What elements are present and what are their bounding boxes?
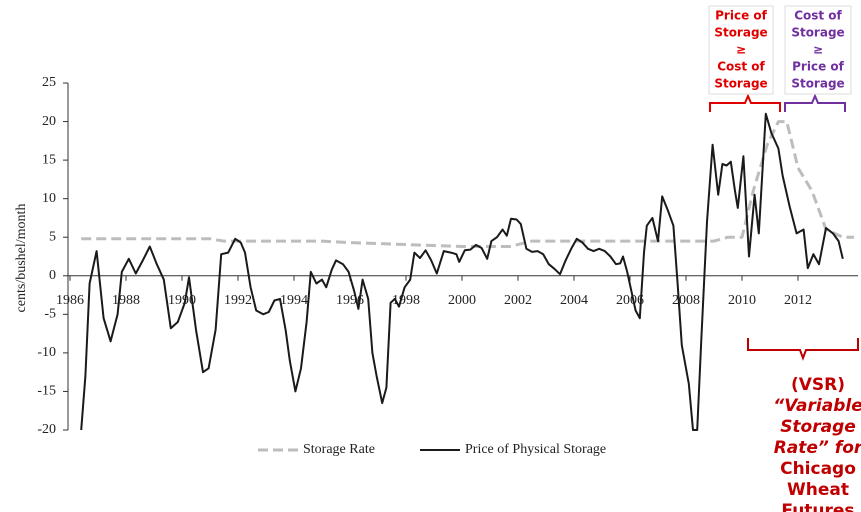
x-tick-label: 2006 [616,293,644,308]
y-axis-label: cents/bushel/month [14,204,29,313]
x-tick-label: 2010 [728,293,756,308]
x-tick-label: 2000 [448,293,476,308]
bracket [784,93,846,112]
bracket [709,93,781,112]
annotation: ≥ [813,43,823,57]
x-tick-label: 1986 [56,293,84,308]
y-tick-label: -15 [37,384,56,399]
y-tick-label: -20 [37,422,56,437]
annotation: Storage [780,417,856,437]
annotation: Storage [791,77,844,91]
annotation: “Variable [773,396,861,416]
bracket [747,338,859,361]
annotation: Storage [714,26,767,40]
x-tick-label: 1990 [168,293,196,308]
legend-label: Price of Physical Storage [465,442,606,457]
legend-label: Storage Rate [303,442,375,457]
x-tick-label: 1988 [112,293,140,308]
y-tick-label: 20 [42,114,56,129]
y-tick-label: 25 [42,75,56,90]
x-tick-label: 2002 [504,293,532,308]
annotation: Storage [791,26,844,40]
x-tick-label: 2012 [784,293,812,308]
annotation: Cost of [717,60,765,74]
x-tick-label: 1992 [224,293,252,308]
annotation: Storage [714,77,767,91]
y-tick-label: -5 [44,307,56,322]
annotation-box [784,5,852,95]
y-tick-label: 0 [49,268,56,283]
annotation: Chicago [780,459,856,479]
x-tick-label: 2004 [560,293,588,308]
y-tick-label: 5 [49,229,56,244]
annotation: (VSR) [791,375,845,395]
annotation-box [708,5,774,95]
annotation: Price of [792,60,845,74]
annotation: Cost of [794,9,842,23]
series-line [80,112,844,431]
annotation: Wheat [787,480,849,500]
y-tick-label: 15 [42,152,56,167]
x-tick-label: 1994 [280,293,308,308]
annotation: Rate” for [774,438,861,458]
x-tick-label: 2008 [672,293,700,308]
y-tick-label: -10 [37,345,56,360]
annotation: Futures [781,501,854,512]
annotation: Price of [715,9,768,23]
series-line [81,120,854,248]
annotation: ≥ [736,43,746,57]
y-tick-label: 10 [42,191,56,206]
